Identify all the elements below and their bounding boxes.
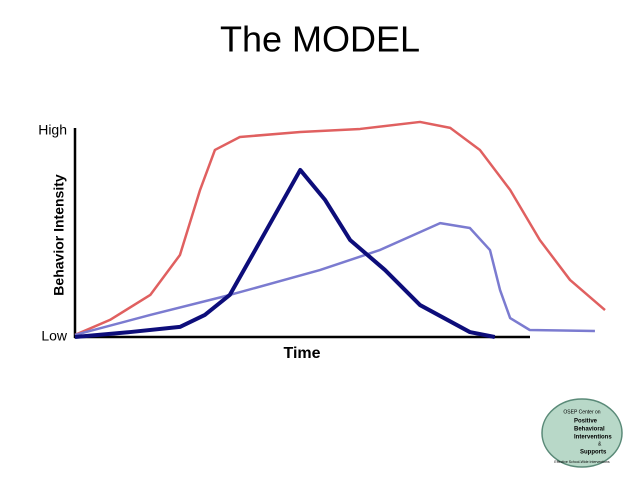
x-axis-label: Time	[283, 345, 320, 362]
logo-text: &	[598, 441, 602, 447]
logo-text: OSEP Center on	[563, 409, 600, 415]
logo-text: Interventions	[574, 435, 612, 441]
y-tick-label: High	[38, 122, 67, 138]
chart-title: The MODEL	[220, 19, 420, 60]
y-tick-label: Low	[41, 328, 68, 344]
logo-badge	[541, 398, 623, 468]
logo-text: Effective School-Wide Interventions	[554, 460, 609, 464]
logo: OSEP Center on Positive Behavioral Inter…	[541, 398, 623, 468]
y-axis-label: Behavior Intensity	[51, 174, 67, 296]
line	[74, 221, 595, 337]
logo-text: Positive	[574, 419, 598, 425]
logo-text: Supports	[580, 450, 607, 456]
line	[74, 167, 496, 339]
logo-text: Behavioral	[574, 427, 605, 433]
line	[74, 120, 606, 337]
